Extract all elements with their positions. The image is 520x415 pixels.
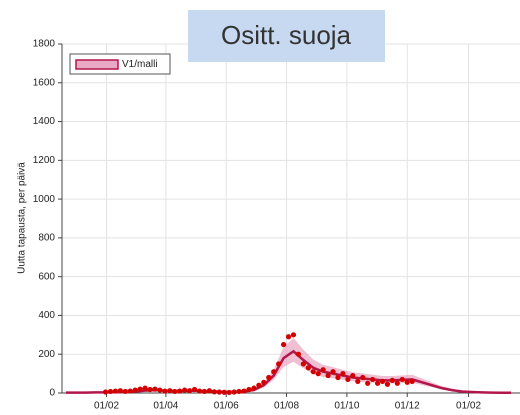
data-point (330, 369, 336, 375)
data-point (335, 374, 341, 381)
data-point (221, 389, 227, 395)
y-tick-label: 200 (38, 349, 55, 360)
data-point (271, 369, 277, 375)
title-box (188, 10, 385, 62)
data-point (360, 374, 366, 381)
data-point (290, 332, 297, 338)
x-tick-label: 01/04 (153, 401, 178, 412)
data-point (172, 388, 178, 395)
data-point (399, 376, 405, 383)
data-point (137, 386, 143, 392)
data-point (231, 389, 237, 395)
y-tick-label: 1400 (33, 116, 56, 127)
x-tick-label: 01/06 (214, 401, 239, 412)
legend-swatch (75, 59, 119, 70)
plot-area (58, 43, 520, 397)
data-point (107, 388, 114, 395)
data-point (177, 388, 183, 394)
data-point (276, 361, 282, 367)
data-point (187, 388, 193, 394)
data-point (365, 380, 371, 386)
data-point (370, 376, 376, 383)
y-tick-label: 800 (38, 233, 55, 244)
data-point (251, 385, 257, 391)
data-point (246, 386, 252, 393)
data-point (147, 386, 153, 393)
data-point (112, 388, 119, 394)
confidence-band (65, 338, 512, 393)
data-point (350, 372, 356, 379)
data-point (280, 341, 287, 348)
x-tick-label: 01/10 (334, 401, 359, 412)
data-point (167, 388, 173, 394)
data-point (310, 369, 316, 375)
x-tick-label: 01/02 (94, 401, 119, 412)
data-point (211, 389, 217, 395)
data-point (182, 387, 188, 393)
data-point (325, 372, 331, 379)
data-point (142, 385, 148, 391)
data-point (379, 378, 386, 384)
data-point (266, 374, 272, 381)
data-point (409, 378, 415, 384)
data-point (216, 389, 222, 395)
data-point (191, 386, 198, 393)
data-point (300, 361, 306, 367)
data-point (394, 380, 400, 386)
data-point (315, 371, 321, 377)
chart-title: Ositt. suoja (221, 20, 352, 50)
y-tick-label: 1200 (33, 155, 56, 166)
y-tick-label: 1800 (33, 39, 56, 50)
data-point (261, 379, 267, 385)
data-point (241, 388, 247, 394)
data-point (132, 387, 138, 393)
data-point (127, 388, 133, 394)
x-tick-label: 01/12 (395, 401, 420, 412)
data-point (236, 388, 242, 395)
data-point (305, 365, 311, 371)
y-tick-label: 400 (38, 310, 55, 321)
data-point (404, 379, 410, 385)
x-tick-label: 01/08 (274, 401, 299, 412)
data-point (196, 388, 203, 394)
data-point (345, 376, 351, 383)
data-point (162, 388, 168, 394)
data-point (256, 382, 262, 388)
data-point (122, 388, 128, 395)
data-point (226, 389, 232, 396)
y-axis-label: Uutta tapausta, per päivä (17, 162, 28, 274)
data-point (206, 388, 212, 394)
data-point (374, 380, 381, 386)
data-point (201, 388, 208, 395)
y-tick-label: 1600 (33, 77, 56, 88)
data-point (117, 388, 123, 394)
data-point (285, 334, 292, 340)
legend-label: V1/malli (122, 59, 158, 70)
y-tick-label: 600 (38, 271, 55, 282)
data-point (389, 377, 395, 383)
y-tick-label: 1000 (33, 194, 56, 205)
data-point (320, 367, 326, 373)
x-tick-label: 01/02 (456, 401, 481, 412)
data-point (157, 387, 163, 393)
data-point (295, 351, 302, 357)
data-point (102, 389, 109, 395)
data-point (152, 386, 158, 392)
data-point (340, 371, 346, 377)
data-point (384, 381, 391, 387)
data-point (355, 378, 361, 384)
y-tick-label: 0 (49, 388, 55, 399)
